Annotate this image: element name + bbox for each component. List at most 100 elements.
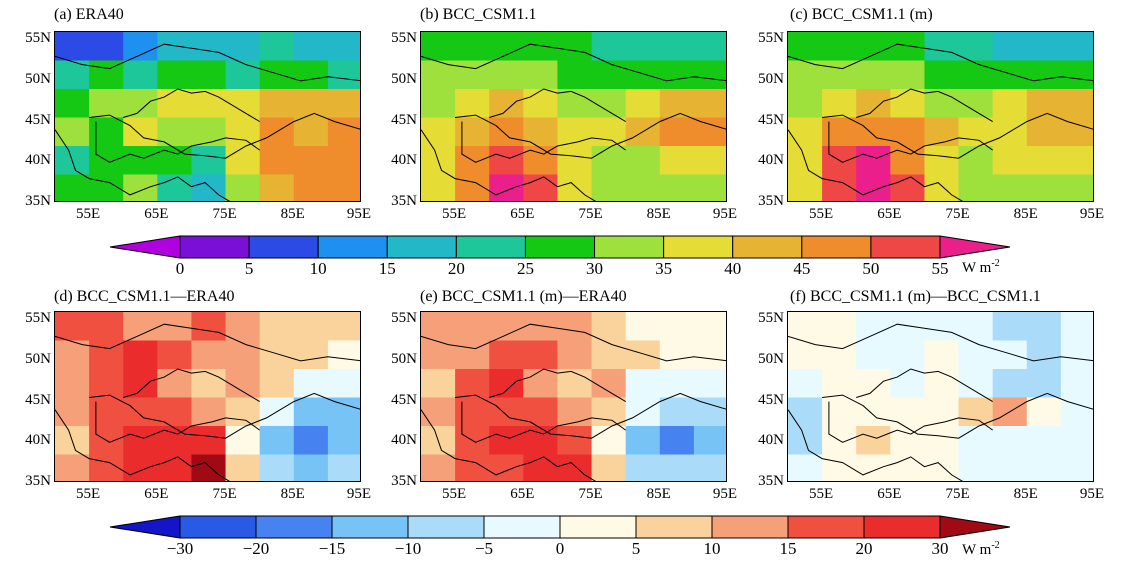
grid-cell bbox=[591, 340, 627, 370]
grid-cell bbox=[557, 146, 593, 176]
grid-cell bbox=[327, 312, 360, 342]
grid-cell bbox=[123, 89, 158, 119]
grid-cell bbox=[191, 89, 227, 119]
panel-b-field bbox=[421, 32, 726, 201]
grid-cell bbox=[123, 117, 158, 147]
country-border bbox=[856, 88, 993, 123]
country-border bbox=[421, 129, 596, 201]
grid-cell bbox=[992, 426, 1028, 456]
country-border bbox=[856, 368, 993, 403]
grid-cell bbox=[157, 60, 193, 90]
colorbar-tick-label: 0 bbox=[555, 539, 565, 558]
colorbar-segment bbox=[317, 235, 388, 259]
colorbar-segment bbox=[863, 515, 941, 539]
panel-b-title: (b) BCC_CSM1.1 bbox=[420, 6, 537, 23]
grid-cell bbox=[992, 312, 1028, 342]
colorbar-tick-label: 55 bbox=[931, 259, 949, 278]
colorbar-segment bbox=[711, 515, 789, 539]
colorbar-segment bbox=[179, 235, 250, 259]
colorbar-tick-label: 50 bbox=[862, 259, 880, 278]
grid-cell bbox=[455, 397, 490, 427]
grid-cell bbox=[856, 397, 891, 427]
grid-cell bbox=[890, 174, 926, 201]
panel-c-field bbox=[788, 32, 1093, 201]
grid-cell bbox=[225, 174, 261, 201]
grid-cell bbox=[693, 312, 726, 342]
grid-cell bbox=[659, 174, 695, 201]
colorbar-tick-label: −30 bbox=[166, 539, 194, 558]
x-tick-label: 55E bbox=[809, 206, 834, 222]
grid-cell bbox=[259, 454, 295, 481]
grid-cell bbox=[123, 426, 158, 456]
grid-cell bbox=[788, 369, 823, 399]
grid-cell bbox=[1026, 312, 1062, 342]
x-tick-label: 75E bbox=[945, 206, 970, 222]
grid-cell bbox=[191, 369, 227, 399]
grid-cell bbox=[421, 174, 456, 201]
grid-cell bbox=[327, 340, 360, 370]
grid-cell bbox=[259, 312, 295, 342]
grid-cell bbox=[856, 89, 891, 119]
x-tick-label: 55E bbox=[76, 206, 101, 222]
grid-cell bbox=[591, 426, 627, 456]
grid-cell bbox=[225, 312, 261, 342]
grid-cell bbox=[489, 397, 524, 427]
colorbar-tick-label: 45 bbox=[793, 259, 811, 278]
grid-cell bbox=[489, 174, 524, 201]
grid-cell bbox=[788, 454, 823, 481]
grid-cell bbox=[523, 369, 559, 399]
colorbar-segment bbox=[594, 235, 665, 259]
y-tick-label: 40N bbox=[391, 152, 417, 169]
grid-cell bbox=[1060, 340, 1093, 370]
grid-cell bbox=[659, 89, 695, 119]
x-tick-label: 95E bbox=[346, 486, 372, 502]
grid-cell bbox=[788, 32, 823, 62]
grid-cell bbox=[157, 397, 193, 427]
country-border bbox=[788, 409, 963, 481]
colorbar-tick-label: 10 bbox=[703, 539, 721, 558]
grid-cell bbox=[225, 32, 261, 62]
colorbar-tick-label: 5 bbox=[631, 539, 641, 558]
grid-cell bbox=[191, 32, 227, 62]
grid-cell bbox=[924, 89, 960, 119]
grid-cell bbox=[157, 369, 193, 399]
grid-cell bbox=[992, 89, 1028, 119]
grid-cell bbox=[659, 369, 695, 399]
grid-cell bbox=[557, 369, 593, 399]
grid-cell bbox=[1060, 117, 1093, 147]
grid-cell bbox=[293, 426, 329, 456]
y-tick-label: 40N bbox=[25, 152, 51, 169]
grid-cell bbox=[557, 60, 593, 90]
y-tick-label: 35N bbox=[391, 473, 417, 489]
grid-cell bbox=[958, 174, 994, 201]
grid-cell bbox=[293, 454, 329, 481]
grid-cell bbox=[924, 32, 960, 62]
panel-c-title: (c) BCC_CSM1.1 (m) bbox=[790, 6, 933, 23]
colorbar-bottom-unit: W m-2 bbox=[962, 540, 1000, 558]
grid-cell bbox=[659, 117, 695, 147]
grid-cell bbox=[1060, 426, 1093, 456]
grid-cell bbox=[591, 174, 627, 201]
grid-cell bbox=[1060, 89, 1093, 119]
grid-cell bbox=[591, 454, 627, 481]
country-border bbox=[828, 121, 993, 163]
grid-cell bbox=[693, 60, 726, 90]
grid-cell bbox=[157, 89, 193, 119]
y-tick-label: 40N bbox=[25, 432, 51, 449]
grid-cell bbox=[557, 32, 593, 62]
colorbar-segment bbox=[483, 515, 561, 539]
grid-cell bbox=[659, 60, 695, 90]
y-tick-label: 40N bbox=[758, 432, 784, 449]
grid-cell bbox=[123, 174, 158, 201]
grid-cell bbox=[856, 312, 891, 342]
grid-cell bbox=[693, 32, 726, 62]
y-tick-label: 45N bbox=[391, 111, 417, 128]
grid-cell bbox=[489, 32, 524, 62]
grid-cell bbox=[489, 454, 524, 481]
grid-cell bbox=[123, 369, 158, 399]
grid-cell bbox=[523, 89, 559, 119]
grid-cell bbox=[1060, 454, 1093, 481]
grid-cell bbox=[293, 32, 329, 62]
grid-cell bbox=[890, 32, 926, 62]
grid-cell bbox=[693, 146, 726, 176]
